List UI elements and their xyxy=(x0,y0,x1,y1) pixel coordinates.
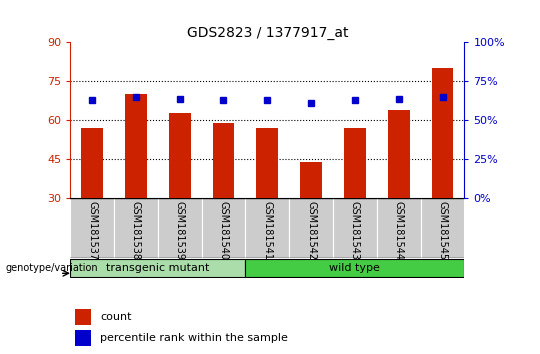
Bar xyxy=(333,198,377,258)
Bar xyxy=(289,198,333,258)
Text: GSM181539: GSM181539 xyxy=(175,201,185,260)
Bar xyxy=(388,110,410,198)
Bar xyxy=(168,113,191,198)
Bar xyxy=(70,259,245,277)
Bar xyxy=(70,198,114,258)
Bar xyxy=(201,198,245,258)
Bar xyxy=(245,198,289,258)
Text: GSM181545: GSM181545 xyxy=(437,201,448,261)
Bar xyxy=(245,259,464,277)
Bar xyxy=(213,123,234,198)
Bar xyxy=(158,198,201,258)
Text: GSM181543: GSM181543 xyxy=(350,201,360,260)
Bar xyxy=(81,128,103,198)
Bar xyxy=(75,309,91,325)
Text: GSM181542: GSM181542 xyxy=(306,201,316,261)
Text: GSM181544: GSM181544 xyxy=(394,201,404,260)
Bar xyxy=(75,330,91,346)
Text: GSM181540: GSM181540 xyxy=(219,201,228,260)
Bar xyxy=(377,198,421,258)
Text: transgenic mutant: transgenic mutant xyxy=(106,263,210,273)
Bar xyxy=(421,198,464,258)
Text: count: count xyxy=(100,312,132,322)
Text: GSM181538: GSM181538 xyxy=(131,201,141,260)
Text: genotype/variation: genotype/variation xyxy=(5,263,98,273)
Bar xyxy=(256,128,278,198)
Bar xyxy=(300,162,322,198)
Bar xyxy=(344,128,366,198)
Text: percentile rank within the sample: percentile rank within the sample xyxy=(100,333,288,343)
Bar xyxy=(125,95,147,198)
Bar xyxy=(114,198,158,258)
Text: wild type: wild type xyxy=(329,263,380,273)
Title: GDS2823 / 1377917_at: GDS2823 / 1377917_at xyxy=(186,26,348,40)
Bar xyxy=(431,68,454,198)
Text: GSM181537: GSM181537 xyxy=(87,201,97,261)
Text: GSM181541: GSM181541 xyxy=(262,201,272,260)
